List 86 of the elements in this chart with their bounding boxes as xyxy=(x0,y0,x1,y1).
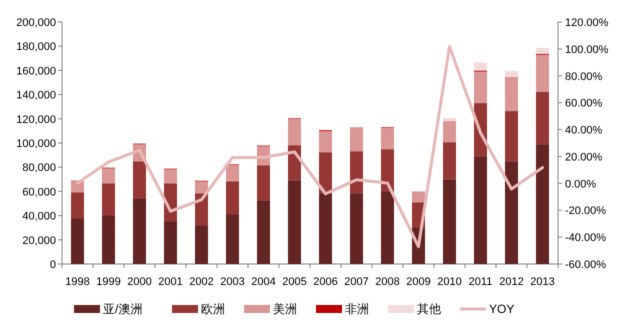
x-tick-label: 2000 xyxy=(127,276,152,288)
x-tick-label: 2011 xyxy=(468,276,492,288)
bar xyxy=(132,198,146,264)
x-tick-label: 2003 xyxy=(220,276,245,288)
bar xyxy=(70,192,84,219)
bar xyxy=(256,165,270,200)
bar xyxy=(350,193,364,264)
legend-label: YOY xyxy=(489,302,514,316)
bar xyxy=(412,191,426,202)
bar xyxy=(442,179,456,264)
legend-label: 非洲 xyxy=(345,302,369,316)
x-tick-label: 2013 xyxy=(530,276,555,288)
bar xyxy=(102,215,116,264)
y2-tick-label: -20.00% xyxy=(565,205,606,218)
bar xyxy=(226,181,240,215)
y-tick-label: 80,000 xyxy=(22,162,56,174)
x-tick-label: 2008 xyxy=(375,276,400,288)
bar xyxy=(380,149,394,192)
y-tick-label: 160,000 xyxy=(16,65,56,78)
y2-tick-label: 20.00% xyxy=(565,151,603,164)
y2-tick-label: 60.00% xyxy=(565,98,603,110)
y-tick-label: 60,000 xyxy=(22,186,56,198)
bar xyxy=(474,156,488,264)
bar xyxy=(132,161,146,198)
x-tick-label: 2012 xyxy=(499,276,524,288)
x-tick-label: 2009 xyxy=(406,276,431,288)
x-tick-label: 2010 xyxy=(437,276,462,288)
y2-tick-label: 0.00% xyxy=(565,178,596,190)
y2-tick-label: -60.00% xyxy=(565,259,606,271)
bar xyxy=(380,191,394,264)
y2-tick-label: 100.00% xyxy=(565,44,609,56)
y-tick-label: 20,000 xyxy=(22,234,56,247)
bar xyxy=(504,70,518,77)
bar xyxy=(194,181,208,194)
bar xyxy=(442,118,456,122)
x-tick-label: 2002 xyxy=(189,276,214,288)
bar xyxy=(256,200,270,264)
y2-tick-label: 120.00% xyxy=(565,17,609,29)
bar xyxy=(536,144,550,264)
bar xyxy=(288,118,302,146)
y-tick-label: 140,000 xyxy=(16,90,56,102)
y-tick-label: 100,000 xyxy=(16,138,56,150)
y-tick-label: 40,000 xyxy=(22,210,56,223)
bar xyxy=(194,226,208,264)
y-tick-label: 0 xyxy=(50,259,56,271)
bar xyxy=(536,92,550,144)
x-tick-label: 2001 xyxy=(158,276,183,288)
bar xyxy=(102,183,116,216)
y2-tick-label: 40.00% xyxy=(565,124,603,137)
y-tick-label: 180,000 xyxy=(16,41,56,54)
y-tick-label: 200,000 xyxy=(16,17,56,29)
bar xyxy=(70,218,84,264)
bar xyxy=(504,161,518,264)
bar xyxy=(504,76,518,112)
y2-tick-label: -40.00% xyxy=(565,232,606,244)
bar xyxy=(350,151,364,194)
legend-label: 欧洲 xyxy=(201,302,225,316)
bar xyxy=(442,142,456,180)
x-tick-label: 2005 xyxy=(282,276,307,288)
x-tick-label: 1998 xyxy=(65,276,90,288)
y2-tick-label: 80.00% xyxy=(565,70,603,83)
bar xyxy=(504,111,518,162)
bar xyxy=(102,168,116,184)
x-tick-label: 1999 xyxy=(96,276,121,288)
y-tick-label: 120,000 xyxy=(16,114,56,126)
x-tick-label: 2007 xyxy=(344,276,369,288)
bar xyxy=(164,222,178,264)
bar xyxy=(226,214,240,264)
bar xyxy=(474,62,488,71)
bar xyxy=(442,121,456,142)
bar xyxy=(536,54,550,92)
legend-label: 亚/澳洲 xyxy=(103,302,142,316)
x-tick-label: 2004 xyxy=(251,276,276,288)
bar xyxy=(318,193,332,264)
x-tick-label: 2006 xyxy=(313,276,338,288)
bar xyxy=(536,48,550,54)
bar xyxy=(288,180,302,264)
bar xyxy=(318,131,332,152)
legend-label: 美洲 xyxy=(273,302,297,316)
legend-label: 其他 xyxy=(417,302,441,316)
bar xyxy=(380,128,394,150)
bar xyxy=(226,164,240,182)
bar xyxy=(350,127,364,152)
bar xyxy=(474,72,488,104)
bar xyxy=(164,169,178,184)
bar xyxy=(318,152,332,194)
